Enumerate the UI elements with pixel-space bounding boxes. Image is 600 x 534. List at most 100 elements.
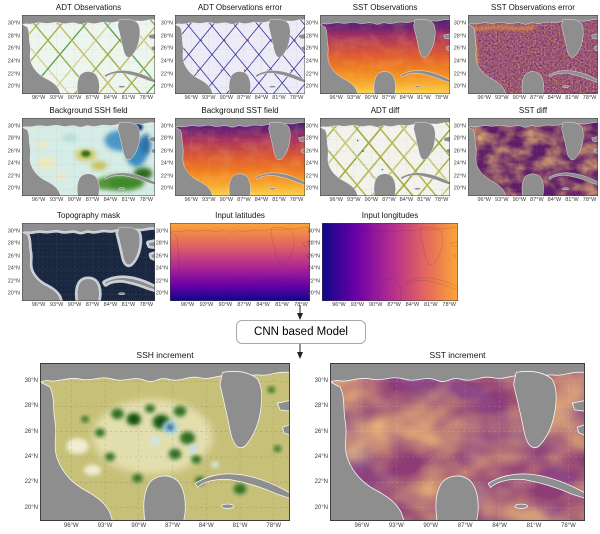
lon-tick-label: 96°W [354, 523, 370, 529]
lat-tick-label: 22°N [7, 278, 20, 285]
lon-tick-label: 78°W [139, 302, 154, 308]
lat-tick-label: 22°N [155, 278, 168, 285]
lon-tick-label: 78°W [582, 95, 597, 101]
lon-tick-label: 90°W [67, 95, 82, 101]
panel-adt-observations-error: ADT Observations error 30°N 28°N 26°N 24°N 2… [153, 3, 307, 104]
lat-tick-label: 24°N [305, 160, 318, 167]
lon-tick-label: 93°W [388, 523, 404, 529]
adt-diff-map: 30°N 28°N 26°N 24°N 22°N 20°N 96°W 93°W 90°W 87°W… [306, 118, 450, 203]
lat-tick-label: 30°N [305, 20, 318, 27]
lat-tick-label: 24°N [307, 265, 320, 272]
sst_obs-map-svg [320, 15, 450, 94]
panel-title: ADT Observations [55, 3, 122, 12]
lon-tick-label: 84°W [103, 302, 118, 308]
panel-title: Topography mask [56, 211, 121, 220]
lat-tick-label: 26°N [453, 45, 466, 52]
lon-tick-label: 90°W [368, 302, 383, 308]
lon-tick-label: 81°W [417, 95, 431, 101]
lon-tick-label: 84°W [256, 302, 270, 308]
lon-tick-label: 90°W [364, 95, 379, 101]
panel-title: ADT Observations error [197, 3, 283, 12]
lon-tick-label: 90°W [512, 95, 527, 101]
lat-tick-label: 24°N [7, 265, 20, 272]
lat-tick-label: 22°N [314, 479, 328, 486]
lon-tick-label: 96°W [332, 302, 346, 308]
panel-title: Input longitudes [361, 211, 419, 220]
lon-tick-label: 93°W [347, 95, 361, 101]
lon-tick-label: 78°W [289, 95, 304, 101]
lat-tick-label: 30°N [305, 123, 318, 130]
lon-tick-label: 87°W [165, 523, 180, 529]
lat-tick-label: 26°N [24, 428, 38, 435]
panel-sst-observations: SST Observations 30°N 28°N 26°N 24°N 22°N 20°… [298, 3, 452, 104]
panel-input-latitudes: Input latitudes 30°N 28°N 26°N 24°N 22°N 20°N… [148, 211, 312, 311]
panel-title: SST Observations error [491, 3, 575, 12]
lat-tick-label: 22°N [453, 173, 466, 180]
lat-tick-label: 24°N [7, 160, 20, 167]
lat-tick-label: 30°N [7, 123, 20, 130]
lat-tick-label: 24°N [453, 160, 466, 167]
lat-tick-label: 28°N [155, 240, 168, 247]
panel-adt-observations: ADT Observations 30°N 28°N 26°N 24°N 22°N 20°… [0, 3, 157, 104]
lon-tick-label: 81°W [424, 302, 438, 308]
lat-tick-label: 20°N [305, 83, 318, 90]
sst_inc-map-svg [330, 363, 585, 521]
lon-tick-label: 93°W [49, 95, 64, 101]
lat-tick-label: 26°N [7, 148, 20, 155]
lon-tick-label: 87°W [237, 95, 251, 101]
lon-tick-label: 78°W [561, 523, 576, 529]
lon-tick-label: 90°W [219, 197, 234, 203]
lon-tick-label: 84°W [547, 197, 562, 203]
lon-tick-label: 81°W [275, 302, 289, 308]
lon-tick-label: 84°W [547, 95, 562, 101]
lon-tick-label: 87°W [530, 197, 544, 203]
lon-tick-label: 90°W [67, 302, 82, 308]
lat-tick-label: 28°N [305, 135, 318, 142]
lat-tick-label: 26°N [305, 148, 318, 155]
lon-tick-label: 78°W [582, 197, 597, 203]
panel-title: ADT diff [370, 106, 400, 115]
lon-tick-label: 84°W [492, 523, 507, 529]
lat-tick-label: 20°N [24, 504, 38, 511]
lon-tick-label: 81°W [232, 523, 248, 529]
panel-title: Input latitudes [215, 211, 265, 220]
lon-tick-label: 96°W [31, 95, 46, 101]
panel-title: SSH increment [136, 350, 194, 360]
lon-tick-label: 78°W [434, 95, 449, 101]
lat-tick-label: 20°N [314, 504, 328, 511]
lat-tick-label: 28°N [305, 32, 318, 39]
lat-tick-label: 22°N [24, 479, 38, 486]
lon-tick-label: 93°W [199, 302, 214, 308]
lat-tick-label: 30°N [453, 123, 466, 130]
lon-tick-label: 96°W [184, 197, 199, 203]
lon-tick-label: 93°W [202, 95, 216, 101]
lon-tick-label: 81°W [272, 95, 286, 101]
lat-tick-label: 28°N [7, 240, 20, 247]
lat-tick-label: 24°N [155, 265, 168, 272]
lat-tick-label: 24°N [24, 454, 38, 460]
lat-tick-label: 20°N [7, 185, 20, 192]
topography-mask-map: 30°N 28°N 26°N 24°N 22°N 20°N 96°W 93°W 90°W 87°W… [8, 223, 155, 308]
lon-tick-label: 84°W [198, 523, 214, 529]
lat-tick-label: 26°N [155, 253, 168, 260]
lon-tick-label: 93°W [347, 197, 361, 203]
lat-tick-label: 24°N [305, 58, 318, 65]
lon-tick-label: 87°W [382, 197, 396, 203]
lat-tick-label: 28°N [7, 32, 20, 39]
lat-tick-label: 26°N [305, 45, 318, 52]
lat_in-map-svg [170, 223, 310, 301]
lon-tick-label: 87°W [382, 95, 396, 101]
lat-tick-label: 26°N [160, 148, 173, 155]
lat-tick-label: 22°N [305, 173, 318, 180]
lon-tick-label: 93°W [350, 302, 365, 308]
lon-tick-label: 84°W [103, 95, 118, 101]
lon-tick-label: 81°W [417, 197, 431, 203]
lon-tick-label: 96°W [329, 197, 344, 203]
lon-tick-label: 84°W [399, 197, 414, 203]
panel-topography-mask: Topography mask 30°N 28°N 26°N 24°N 22°N 20°N… [0, 211, 157, 311]
lat-tick-label: 26°N [314, 428, 328, 435]
lon-tick-label: 90°W [218, 302, 233, 308]
lon-tick-label: 96°W [477, 197, 492, 203]
lon-tick-label: 96°W [329, 95, 344, 101]
